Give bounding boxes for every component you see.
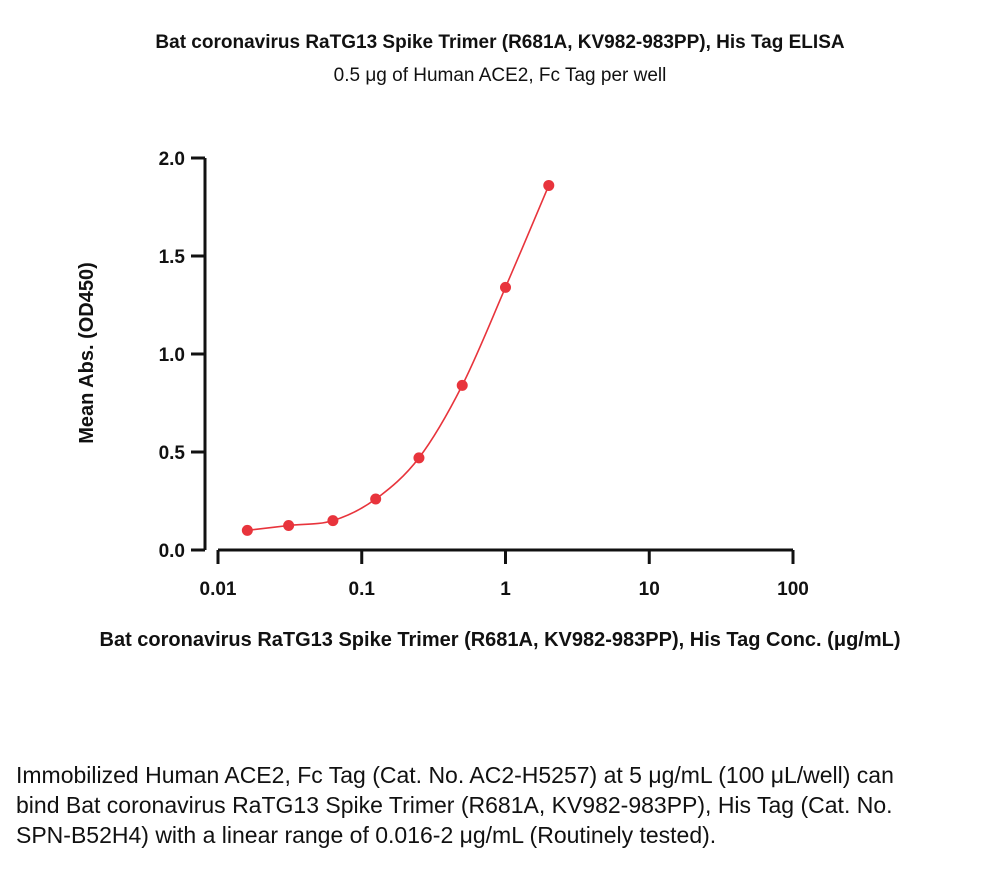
fit-curve [247,185,550,532]
chart-subtitle: 0.5 μg of Human ACE2, Fc Tag per well [333,65,667,86]
y-tick-label: 1.0 [159,345,185,366]
y-tick-label: 0.0 [159,541,185,562]
data-points-layer [241,179,555,536]
data-point [500,281,511,293]
chart-axes: 0.0 0.5 1.0 1.5 2.0 0.01 0.1 1 10 100 [159,149,809,600]
y-tick-label: 2.0 [159,149,185,170]
elisa-chart: 0.0 0.5 1.0 1.5 2.0 0.01 0.1 1 10 100 Bat coronav… [76,149,901,651]
chart-title: Bat coronavirus RaTG13 Spike Trimer (R68… [155,32,845,53]
x-tick-label: 0.1 [349,579,376,600]
data-point [283,520,295,531]
data-point [543,179,555,191]
x-tick-label: 1 [500,579,511,600]
data-point [327,515,339,527]
data-point [370,493,382,505]
data-point [413,452,425,464]
fit-curve-layer [247,185,550,532]
y-tick-label: 1.5 [159,247,186,268]
x-tick-label: 0.01 [200,579,237,600]
x-tick-label: 10 [639,579,660,600]
figure-caption: Immobilized Human ACE2, Fc Tag (Cat. No.… [16,762,894,848]
x-axis-title: Bat coronavirus RaTG13 Spike Trimer (R68… [100,629,901,651]
data-point [456,379,468,391]
x-tick-label: 100 [777,579,809,600]
data-point [241,524,253,536]
y-axis-title: Mean Abs. (OD450) [76,262,98,444]
y-tick-label: 0.5 [159,443,186,464]
